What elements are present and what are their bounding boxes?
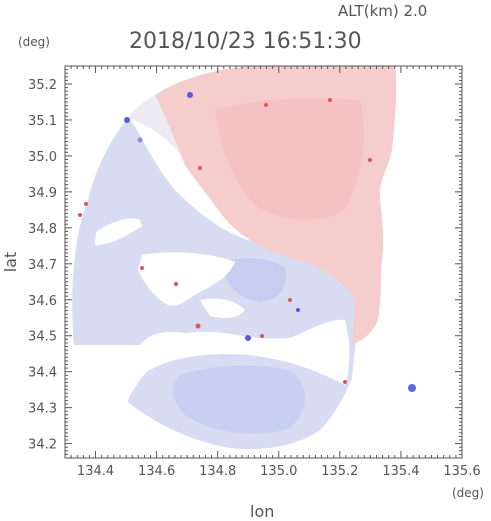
- x-tick-label: 134.4: [77, 464, 114, 479]
- y-tick-label: 34.6: [28, 294, 57, 309]
- x-unit-label: (deg): [452, 486, 484, 500]
- field-negative-region: [72, 118, 360, 450]
- timestamp: 2018/10/23 16:51:30: [129, 29, 362, 54]
- field-negative-core-2: [224, 258, 287, 302]
- y-tick-label: 34.3: [28, 402, 57, 417]
- altitude-label: ALT(km) 2.0: [338, 2, 427, 20]
- field-speckles: [78, 92, 416, 392]
- y-tick-label: 34.2: [28, 438, 57, 453]
- y-tick-label: 34.7: [28, 258, 57, 273]
- field-negative-core: [173, 365, 305, 434]
- x-tick-label: 135.2: [321, 464, 358, 479]
- y-tick-label: 34.5: [28, 330, 57, 345]
- y-axis-label: lat: [1, 252, 20, 273]
- y-tick-label: 34.8: [28, 222, 57, 237]
- x-tick-label: 135.6: [443, 464, 480, 479]
- y-tick-label: 35.1: [28, 114, 57, 129]
- x-tick-label: 134.8: [199, 464, 236, 479]
- unit-label: (deg): [18, 35, 50, 49]
- x-axis-label: lon: [250, 502, 274, 521]
- gap-west: [95, 218, 142, 246]
- radar-field: [72, 66, 416, 450]
- gap-central: [138, 252, 235, 306]
- gap-bay: [137, 319, 350, 385]
- plot-frame: [64, 65, 463, 459]
- field-positive-core: [215, 98, 365, 220]
- y-tick-label: 34.9: [28, 186, 57, 201]
- x-tick-label: 134.6: [138, 464, 175, 479]
- gap-inlet: [200, 298, 245, 318]
- x-tick-label: 135.4: [382, 464, 419, 479]
- y-tick-label: 35.2: [28, 78, 57, 93]
- tick-marks: [64, 65, 463, 459]
- x-tick-label: 135.0: [260, 464, 297, 479]
- tick-labels: 134.4 134.6 134.8 135.0 135.2 135.4 135.6 35.2 3…: [28, 78, 481, 479]
- y-tick-label: 35.0: [28, 150, 57, 165]
- y-tick-label: 34.4: [28, 366, 57, 381]
